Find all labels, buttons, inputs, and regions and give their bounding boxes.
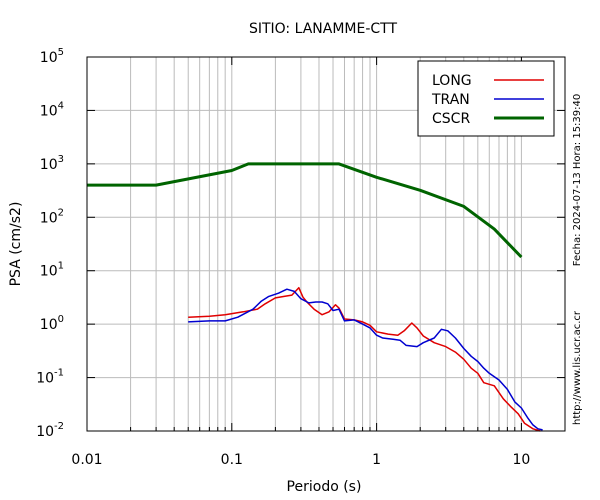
x-tick-label: 0.01 xyxy=(71,452,102,468)
series-lines xyxy=(87,162,543,432)
axis-ticks: 0.01 0.1 1 10 10-2 10-1 100 101 102 103 104 105 xyxy=(36,47,566,468)
y-tick-label: 101 xyxy=(40,261,64,280)
y-tick-label: 104 xyxy=(40,100,64,119)
y-tick-label: 102 xyxy=(40,207,64,226)
legend-label-long: LONG xyxy=(432,73,472,89)
x-tick-label: 0.1 xyxy=(221,452,243,468)
y-tick-label: 10-2 xyxy=(36,421,64,440)
x-tick-label: 1 xyxy=(372,452,381,468)
y-tick-label: 103 xyxy=(40,154,64,173)
plot-frame xyxy=(86,56,566,432)
legend: LONG TRAN CSCR xyxy=(417,60,555,137)
series-line-cscr xyxy=(87,162,523,259)
y-tick-label: 10-1 xyxy=(36,368,64,387)
x-tick-label: 10 xyxy=(512,452,530,468)
legend-label-cscr: CSCR xyxy=(432,111,470,127)
series-line-tran xyxy=(188,288,543,431)
y-tick-label: 105 xyxy=(40,47,64,66)
chart-title: SITIO: LANAMME-CTT xyxy=(249,21,398,37)
series-line-long xyxy=(188,286,541,432)
y-tick-label: 100 xyxy=(40,314,64,333)
source-url-note: http://www.lis.ucr.ac.cr xyxy=(572,310,583,425)
legend-label-tran: TRAN xyxy=(431,92,470,108)
x-axis-label: Periodo (s) xyxy=(287,479,362,495)
timestamp-note: Fecha: 2024-07-13 Hora: 15:39:40 xyxy=(572,94,583,267)
y-axis-label: PSA (cm/s2) xyxy=(8,202,24,287)
